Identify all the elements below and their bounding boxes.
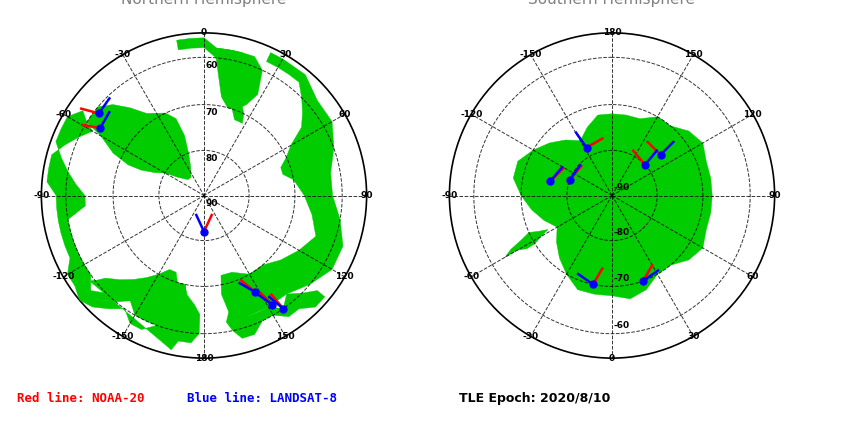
Text: -150: -150 bbox=[519, 50, 542, 59]
Text: 60: 60 bbox=[338, 110, 351, 119]
Text: 0: 0 bbox=[201, 28, 207, 37]
Text: 60: 60 bbox=[206, 61, 218, 70]
Circle shape bbox=[42, 33, 366, 358]
Text: 120: 120 bbox=[336, 272, 354, 281]
Text: TLE Epoch: 2020/8/10: TLE Epoch: 2020/8/10 bbox=[459, 391, 610, 405]
Text: 180: 180 bbox=[603, 28, 621, 37]
Polygon shape bbox=[226, 291, 325, 338]
Polygon shape bbox=[217, 48, 246, 123]
Text: -60: -60 bbox=[55, 110, 71, 119]
Text: -70: -70 bbox=[614, 274, 630, 283]
Text: 150: 150 bbox=[684, 50, 703, 59]
Text: -60: -60 bbox=[463, 272, 479, 281]
Polygon shape bbox=[177, 38, 263, 110]
Text: 80: 80 bbox=[206, 153, 218, 163]
Text: -90: -90 bbox=[33, 191, 49, 200]
Text: 0: 0 bbox=[609, 354, 615, 363]
Text: 90: 90 bbox=[206, 199, 218, 208]
Polygon shape bbox=[87, 105, 191, 180]
Polygon shape bbox=[80, 284, 200, 350]
Text: 90: 90 bbox=[768, 191, 781, 200]
Text: -120: -120 bbox=[460, 110, 483, 119]
Text: 90: 90 bbox=[360, 191, 373, 200]
Text: Blue line: LANDSAT-8: Blue line: LANDSAT-8 bbox=[187, 391, 337, 405]
Polygon shape bbox=[513, 114, 712, 299]
Polygon shape bbox=[221, 53, 343, 316]
Text: -90: -90 bbox=[614, 183, 630, 192]
Polygon shape bbox=[47, 110, 187, 350]
Polygon shape bbox=[505, 230, 548, 258]
Text: -150: -150 bbox=[111, 332, 134, 341]
Text: -30: -30 bbox=[115, 50, 131, 59]
Text: -60: -60 bbox=[614, 321, 630, 330]
Text: 30: 30 bbox=[687, 332, 700, 341]
Text: 150: 150 bbox=[276, 332, 295, 341]
Circle shape bbox=[450, 33, 774, 358]
Text: -90: -90 bbox=[441, 191, 457, 200]
Text: 120: 120 bbox=[744, 110, 762, 119]
Text: 70: 70 bbox=[206, 108, 218, 117]
Text: 60: 60 bbox=[746, 272, 759, 281]
Text: 30: 30 bbox=[279, 50, 292, 59]
Text: -120: -120 bbox=[52, 272, 75, 281]
Title: Northern Hemisphere: Northern Hemisphere bbox=[122, 0, 286, 7]
Text: Red line: NOAA-20: Red line: NOAA-20 bbox=[17, 391, 144, 405]
Text: -30: -30 bbox=[523, 332, 539, 341]
Text: -80: -80 bbox=[614, 228, 630, 238]
Title: Southern Hemisphere: Southern Hemisphere bbox=[529, 0, 695, 7]
Text: 180: 180 bbox=[195, 354, 213, 363]
